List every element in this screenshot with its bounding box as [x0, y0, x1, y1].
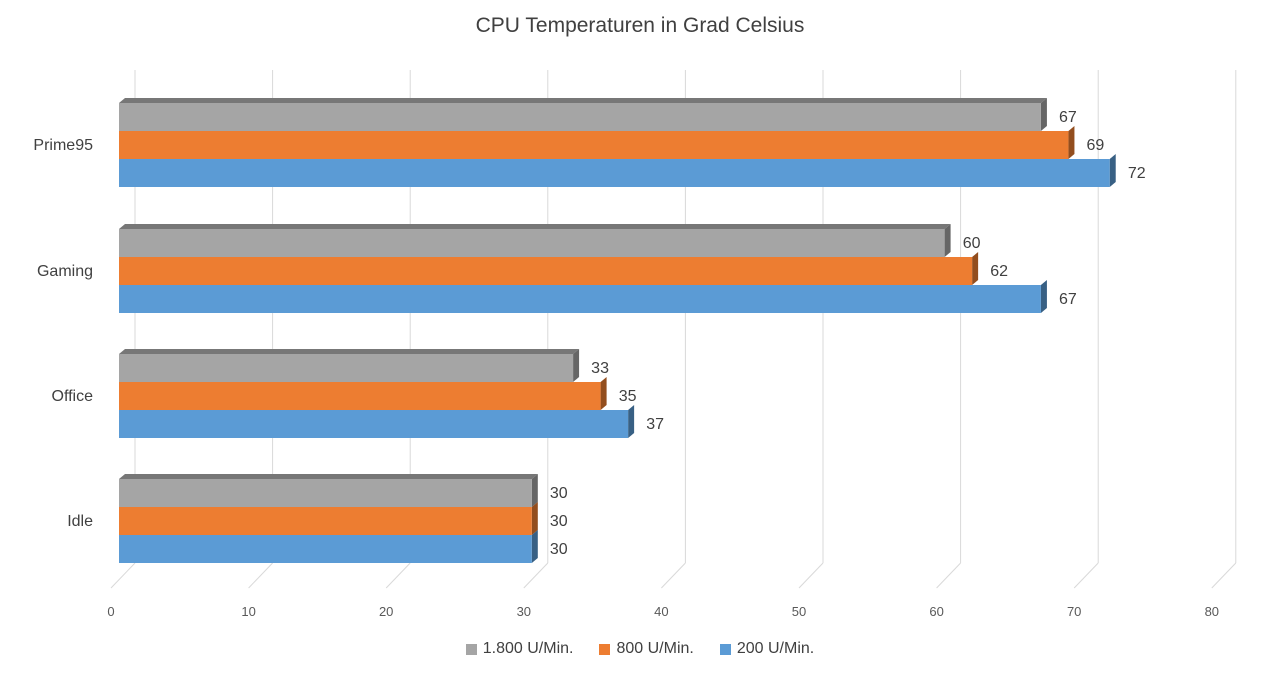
category-label: Idle [67, 513, 93, 530]
bar-side-face [944, 224, 951, 257]
category-label: Office [52, 388, 94, 405]
legend-item: 800 U/Min. [599, 640, 694, 658]
bar-side-face [628, 405, 635, 438]
x-tick-label: 30 [517, 604, 531, 619]
legend-swatch [465, 643, 477, 655]
data-label: 67 [1059, 291, 1077, 308]
bar-side-face [1109, 154, 1116, 187]
bar-top-face [119, 98, 1047, 103]
bar [119, 159, 1110, 187]
bars [119, 98, 1116, 563]
data-label: 72 [1128, 165, 1146, 182]
legend-swatch [599, 643, 611, 655]
bar [119, 285, 1041, 313]
legend-label: 200 U/Min. [736, 640, 815, 657]
bar-side-face [573, 349, 580, 382]
data-label: 30 [550, 513, 568, 530]
bar [119, 257, 973, 285]
data-labels: 67 69 72 60 62 67 33 35 37 30 30 30 [550, 109, 1146, 558]
bar [119, 229, 945, 257]
legend-label: 1.800 U/Min. [482, 640, 574, 657]
legend-swatch [719, 643, 731, 655]
category-label: Gaming [37, 263, 93, 280]
x-tick-label: 80 [1205, 604, 1219, 619]
data-label: 30 [550, 485, 568, 502]
x-tick-label: 50 [792, 604, 806, 619]
floor-gridline [936, 562, 961, 589]
bar-side-face [531, 530, 538, 563]
legend-label: 800 U/Min. [616, 640, 694, 657]
bar [119, 479, 532, 507]
floor-gridline [798, 562, 824, 589]
x-tick-label: 20 [379, 604, 393, 619]
data-label: 67 [1059, 109, 1077, 126]
axes: 0 10 20 30 40 50 60 70 80 Prime95 Gaming Office Idle [33, 137, 1219, 619]
data-label: 33 [591, 360, 609, 377]
legend: 1.800 U/Min. 800 U/Min. 200 U/Min. [0, 640, 1280, 658]
data-label: 62 [990, 263, 1008, 280]
floor-gridline [385, 562, 411, 589]
bar [119, 354, 574, 382]
data-label: 60 [963, 235, 981, 252]
bar-side-face [1040, 280, 1047, 313]
floor-gridline [248, 562, 273, 589]
bar [119, 103, 1041, 131]
x-tick-label: 10 [241, 604, 255, 619]
bar [119, 535, 532, 563]
bar-side-face [531, 474, 538, 507]
bar [119, 410, 629, 438]
bar-top-face [119, 349, 580, 354]
category-label: Prime95 [33, 137, 93, 154]
legend-item: 200 U/Min. [719, 640, 815, 658]
data-label: 30 [550, 541, 568, 558]
bar-top-face [119, 224, 951, 229]
data-label: 35 [619, 388, 637, 405]
x-tick-label: 60 [929, 604, 943, 619]
bar [119, 131, 1069, 159]
bar-side-face [600, 377, 607, 410]
bar-side-face [1040, 98, 1047, 131]
x-tick-label: 40 [654, 604, 668, 619]
chart-title: CPU Temperaturen in Grad Celsius [475, 14, 805, 37]
x-tick-label: 70 [1067, 604, 1081, 619]
bar [119, 382, 601, 410]
legend-item: 1.800 U/Min. [465, 640, 574, 658]
data-label: 37 [646, 416, 664, 433]
bar-top-face [119, 474, 538, 479]
floor-gridline [1211, 562, 1237, 589]
floor-gridline [1073, 562, 1099, 589]
bar-side-face [972, 252, 979, 285]
bar-side-face [1068, 126, 1075, 159]
bar [119, 507, 532, 535]
floor-gridline [110, 562, 136, 589]
floor-gridline [661, 562, 686, 589]
x-tick-label: 0 [107, 604, 114, 619]
floor-gridline [523, 562, 549, 589]
data-label: 69 [1087, 137, 1105, 154]
bar-side-face [531, 502, 538, 535]
